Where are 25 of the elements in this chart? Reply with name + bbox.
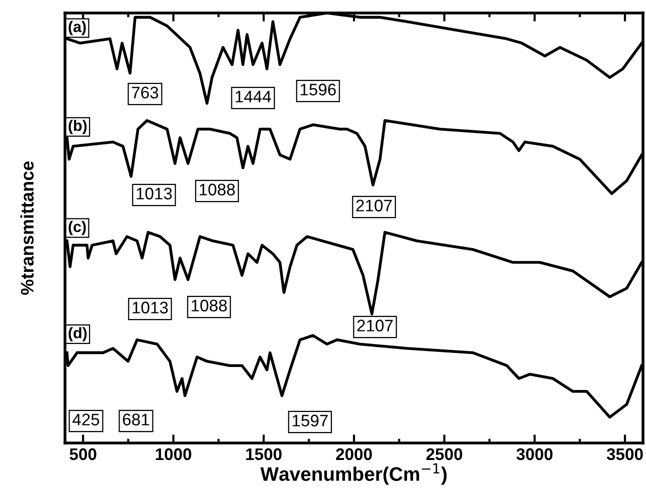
x-tick-label: 1500: [246, 448, 282, 460]
annotation: 1013: [132, 302, 168, 314]
annotation: 1597: [292, 414, 328, 426]
annotation: 425: [72, 414, 100, 426]
x-tick-label: 2500: [426, 448, 462, 460]
annotation: 1444: [236, 90, 272, 102]
x-axis-title: Wavenumber(Cm$^{−1}$): [260, 463, 447, 485]
annotation: 1596: [300, 84, 336, 96]
annotation: 2107: [356, 200, 392, 212]
series-label: (c): [68, 220, 86, 236]
series-label: (d): [68, 327, 87, 342]
y-axis-title: %transmittance: [20, 161, 34, 295]
annotation: 1088: [192, 300, 227, 312]
annotation: 763: [132, 86, 158, 98]
annotation: 1088: [200, 184, 235, 196]
annotation: 2107: [357, 320, 393, 332]
x-tick-label: 3000: [516, 448, 552, 460]
x-tick-label: 3500: [606, 448, 643, 460]
annotation: 681: [122, 414, 150, 426]
annotation: 1013: [136, 188, 172, 200]
legend-label: (a): [68, 20, 86, 36]
x-tick-label: 2000: [336, 448, 372, 460]
x-tick-label: 500: [70, 448, 96, 460]
series-label: (b): [68, 120, 87, 134]
x-tick-label: 1000: [156, 448, 192, 460]
